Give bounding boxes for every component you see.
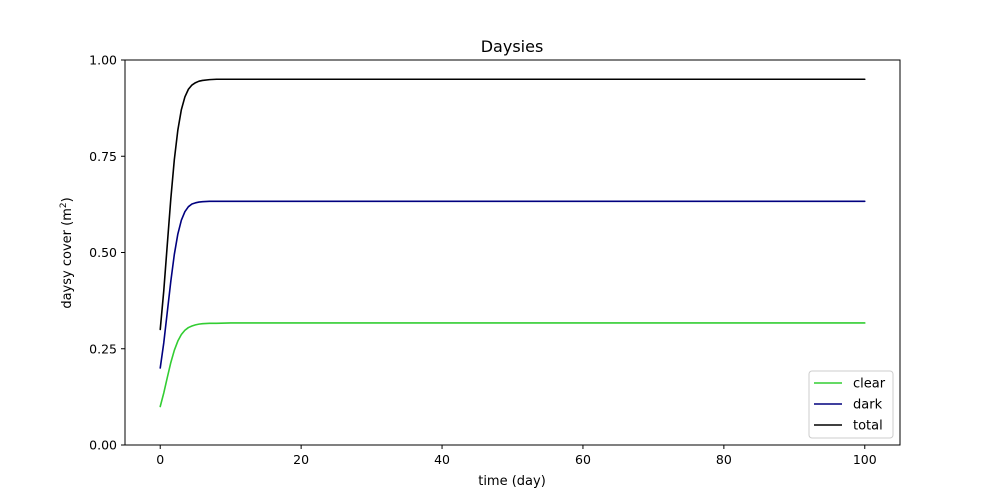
- series-line-total: [159, 78, 866, 331]
- x-tick-label: 0: [156, 452, 164, 467]
- y-axis-label-end: ): [60, 197, 75, 202]
- y-tick-label: 1.00: [89, 53, 117, 68]
- legend-box: [808, 370, 894, 439]
- y-tick-label: 0.00: [89, 438, 117, 453]
- y-axis-label: daysy cover (m2): [59, 197, 75, 308]
- y-axis-label-main: daysy cover (m: [60, 208, 75, 309]
- y-tick-label: 0.75: [89, 149, 117, 164]
- chart-title: Daysies: [481, 37, 544, 56]
- legend-label-clear: clear: [853, 377, 886, 392]
- legend: clear dark total: [808, 370, 894, 439]
- x-tick-label: 100: [853, 452, 877, 467]
- y-tick-label: 0.25: [89, 341, 117, 356]
- series-line-dark: [159, 200, 866, 369]
- x-tick-label: 40: [434, 452, 450, 467]
- x-axis-label: time (day): [478, 474, 546, 489]
- y-axis-ticks: 0.00 0.25 0.50 0.75 1.00: [89, 53, 125, 453]
- y-tick-label: 0.50: [89, 245, 117, 260]
- x-tick-label: 80: [716, 452, 732, 467]
- legend-label-total: total: [853, 419, 883, 434]
- x-tick-label: 20: [293, 452, 309, 467]
- plot-area: [159, 78, 866, 408]
- x-axis-ticks: 0 20 40 60 80 100: [156, 445, 877, 467]
- series-line-clear: [159, 322, 866, 408]
- y-axis-label-superscript: 2: [59, 202, 69, 208]
- x-tick-label: 60: [575, 452, 591, 467]
- legend-label-dark: dark: [853, 398, 883, 413]
